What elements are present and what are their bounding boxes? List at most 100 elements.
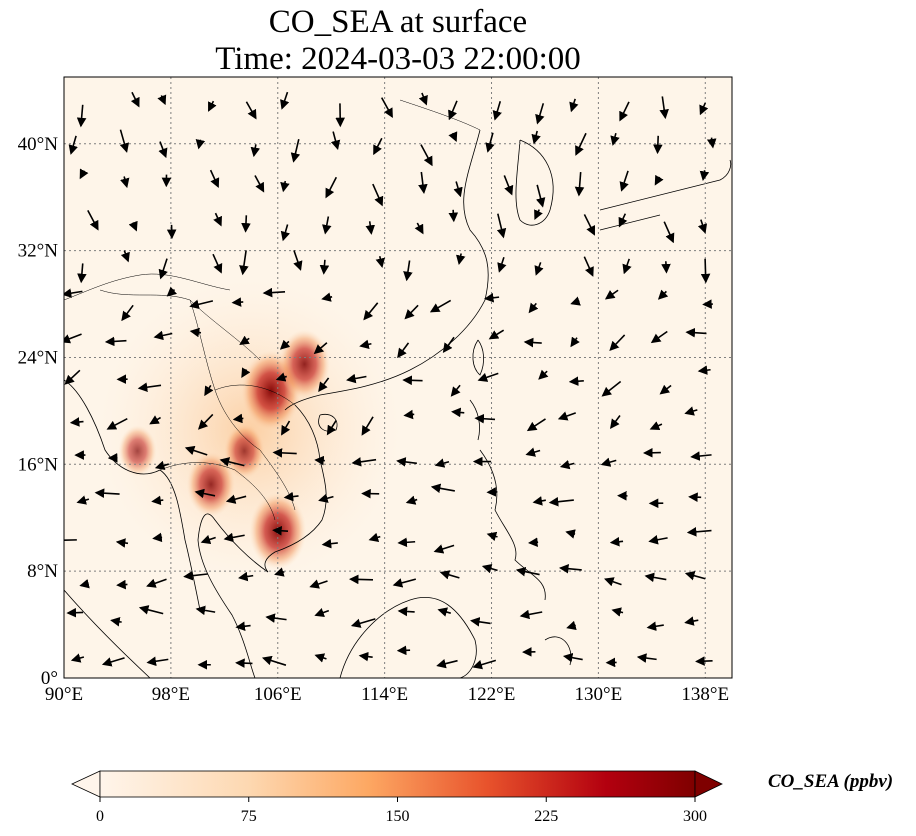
wind-arrow [403,260,413,282]
wind-arrow [451,407,465,418]
wind-arrow [649,421,663,431]
wind-arrow [568,376,584,386]
wind-arrow [583,256,594,277]
wind-arrow [405,495,418,505]
wind-arrow [659,384,672,395]
wind-arrow [604,577,622,587]
wind-arrow [373,137,383,156]
colorbar-extend-max [694,770,723,798]
wind-arrow [503,175,514,196]
wind-arrow [314,653,327,663]
latitude-axis: 0° 8°N 16°N 24°N 32°N 40°N [18,134,59,689]
colorbar-label: CO_SEA (ppbv) [768,771,894,792]
wind-arrow [137,382,162,392]
wind-arrow [120,250,130,263]
wind-arrow [403,409,415,420]
wind-arrow [204,384,214,397]
wind-arrow [209,169,220,188]
coastlines [64,99,732,678]
wind-arrow [149,415,161,425]
wind-vector-field [64,91,717,670]
map-title-variable: CO_SEA at surface [268,4,528,40]
wind-arrow [535,184,546,208]
wind-arrow [361,416,374,436]
wind-arrow [166,286,178,297]
wind-arrow [688,492,702,502]
wind-arrow [481,563,498,574]
wind-arrow [106,417,128,430]
x-tick-label: 122°E [468,684,516,705]
wind-arrow [235,621,251,631]
wind-arrow [470,617,491,627]
wind-arrow [272,448,297,458]
wind-arrow [575,132,587,156]
wind-arrow [497,256,507,273]
wind-arrow [646,621,664,632]
wind-arrow [194,488,216,499]
wind-arrow [420,144,433,167]
wind-arrow [154,460,170,471]
colorbar-gradient [99,770,696,798]
map-title-time: Time: 2024-03-03 22:00:00 [215,41,581,77]
wind-arrow [418,92,428,106]
wind-arrow [559,459,575,470]
wind-arrow [686,527,712,537]
wind-arrow [570,336,580,348]
wind-arrow [372,183,384,207]
wind-arrow [609,536,624,547]
wind-arrow [195,605,216,616]
wind-arrow [200,534,216,545]
wind-arrow [77,263,87,284]
wind-arrow [574,171,585,197]
wind-arrow [565,529,576,539]
wind-arrow [453,181,463,198]
wind-arrow [358,651,373,662]
wind-arrow [528,302,539,314]
wind-arrow [531,130,541,145]
wind-arrow [115,538,129,548]
wind-arrow [562,652,583,663]
wind-arrow [430,483,455,494]
colorbar-tick-label: 0 [96,808,104,825]
wind-arrow [350,618,376,628]
wind-arrow [235,658,253,668]
wind-arrow [496,213,507,239]
wind-arrow [116,579,128,590]
wind-arrow [600,457,617,467]
wind-arrow [397,537,416,548]
wind-arrow [239,250,249,276]
wind-arrow [158,258,168,280]
wind-arrow [548,496,574,507]
wind-arrow [183,570,208,581]
wind-arrow [558,563,582,574]
wind-arrow [265,613,287,623]
y-tick-label: 24°N [18,347,59,368]
wind-arrow [313,342,328,355]
wind-arrow [213,212,222,227]
wind-arrow [318,377,330,392]
wind-arrow [610,133,620,146]
wind-arrow [448,100,458,121]
wind-arrow [601,380,622,397]
wind-arrow [68,135,78,155]
colorbar-tick-label: 300 [683,808,707,825]
wind-arrow [485,132,495,153]
wind-arrow [515,566,540,577]
wind-arrow [272,526,289,536]
x-tick-label: 138°E [681,684,729,705]
wind-arrow [262,287,286,298]
wind-arrow [280,91,290,110]
y-tick-label: 8°N [27,561,58,582]
wind-arrow [219,457,245,467]
wind-arrow [318,493,334,503]
wind-arrow [283,491,299,502]
wind-arrow [309,579,328,589]
wind-arrow [120,176,130,189]
wind-arrow [64,333,82,344]
wind-arrow [153,330,173,341]
wind-arrow [402,375,423,386]
wind-arrow [699,102,709,116]
x-tick-label: 114°E [361,684,408,705]
wind-arrow [322,216,332,235]
wind-arrow [195,139,206,150]
